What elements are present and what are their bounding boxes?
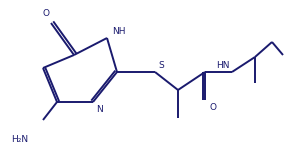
Text: HN: HN bbox=[217, 62, 230, 70]
Text: O: O bbox=[43, 8, 49, 17]
Text: S: S bbox=[158, 62, 164, 70]
Text: N: N bbox=[96, 106, 103, 114]
Text: NH: NH bbox=[112, 27, 126, 36]
Text: O: O bbox=[210, 103, 217, 113]
Text: H₂N: H₂N bbox=[11, 135, 29, 144]
